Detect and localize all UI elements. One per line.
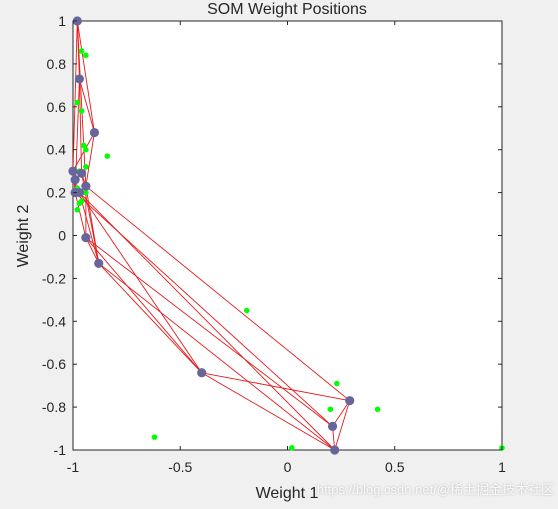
neuron-edge: [98, 263, 335, 451]
neuron-point: [74, 188, 85, 198]
y-tick-label: -0.8: [42, 399, 66, 415]
neuron-point: [74, 74, 85, 84]
neuron-point: [72, 16, 82, 26]
neuron-edge: [78, 78, 83, 174]
input-point: [83, 52, 89, 59]
neuron-edge: [76, 20, 87, 187]
x-tick-label: -1: [67, 459, 80, 475]
y-tick-label: -1: [54, 442, 67, 458]
input-point: [74, 206, 81, 213]
neuron-edge: [332, 400, 351, 427]
neuron-edge: [85, 132, 95, 187]
neuron-edge: [79, 78, 95, 133]
neuron-point: [68, 166, 78, 176]
neuron-edge: [79, 192, 100, 264]
input-point: [83, 189, 89, 196]
y-tick-label: 1: [58, 13, 66, 29]
input-point: [78, 48, 85, 54]
x-axis-label: Weight 1: [256, 485, 319, 502]
neuron-edge: [85, 237, 203, 374]
neuron-point: [330, 445, 340, 455]
watermark: https://blog.csdn.net/@稀土掘金技术社区: [316, 482, 554, 497]
y-tick-label: 0.4: [47, 142, 67, 158]
neuron-point: [81, 233, 91, 243]
neuron-point: [327, 421, 338, 432]
neuron-point: [345, 396, 355, 406]
input-point: [78, 108, 85, 114]
neuron-point: [76, 168, 87, 178]
x-tick-label: 0: [284, 459, 292, 475]
axes-background: [72, 20, 503, 451]
input-point: [243, 307, 250, 314]
input-point: [80, 142, 87, 149]
chart-title: SOM Weight Positions: [207, 1, 367, 18]
input-point: [334, 380, 340, 387]
neuron-edge: [72, 20, 78, 172]
neuron-edge: [334, 400, 351, 451]
input-point: [288, 445, 295, 451]
y-tick-label: -0.4: [42, 313, 66, 329]
neuron-point: [197, 368, 207, 378]
input-point: [327, 406, 334, 413]
input-point: [151, 434, 158, 440]
neuron-point: [89, 127, 100, 138]
input-point: [78, 198, 85, 204]
y-tick-label: -0.6: [42, 356, 66, 372]
neuron-edge: [74, 192, 87, 238]
input-point: [374, 406, 381, 413]
y-tick-label: 0: [58, 228, 66, 244]
neuron-edge: [201, 372, 335, 451]
neuron-edge: [72, 132, 95, 172]
input-point: [83, 146, 89, 153]
y-axis-ticks: -1 -0.8 -0.6 -0.4 -0.2 0 0.2 0.4 0.6 0.8 1: [42, 13, 502, 458]
input-point: [104, 153, 111, 159]
neuron-edge: [79, 192, 203, 374]
neuron-edge: [85, 185, 350, 402]
neuron-edge: [76, 20, 95, 133]
neuron-edge: [85, 237, 100, 264]
x-tick-label: 0.5: [385, 459, 405, 475]
neuron-point: [94, 258, 104, 268]
x-tick-label: -0.5: [168, 459, 192, 475]
y-tick-label: 0.2: [47, 185, 67, 201]
y-tick-label: -0.2: [42, 270, 66, 286]
neuron-edge: [85, 237, 333, 427]
neuron-edge: [201, 372, 350, 402]
y-tick-label: 0.8: [47, 56, 67, 72]
x-tick-label: 1: [498, 459, 506, 475]
neuron-point: [70, 175, 80, 185]
neuron-point: [81, 181, 91, 191]
y-tick-label: 0.6: [47, 99, 67, 115]
neuron-edge: [98, 263, 203, 374]
x-axis-ticks: -1 -0.5 0 0.5 1: [67, 21, 506, 475]
neuron-edge: [79, 192, 336, 451]
input-point: [83, 164, 89, 170]
input-point: [74, 99, 81, 106]
neuron-points: [68, 16, 355, 455]
y-axis-label: Weight 2: [15, 204, 32, 267]
